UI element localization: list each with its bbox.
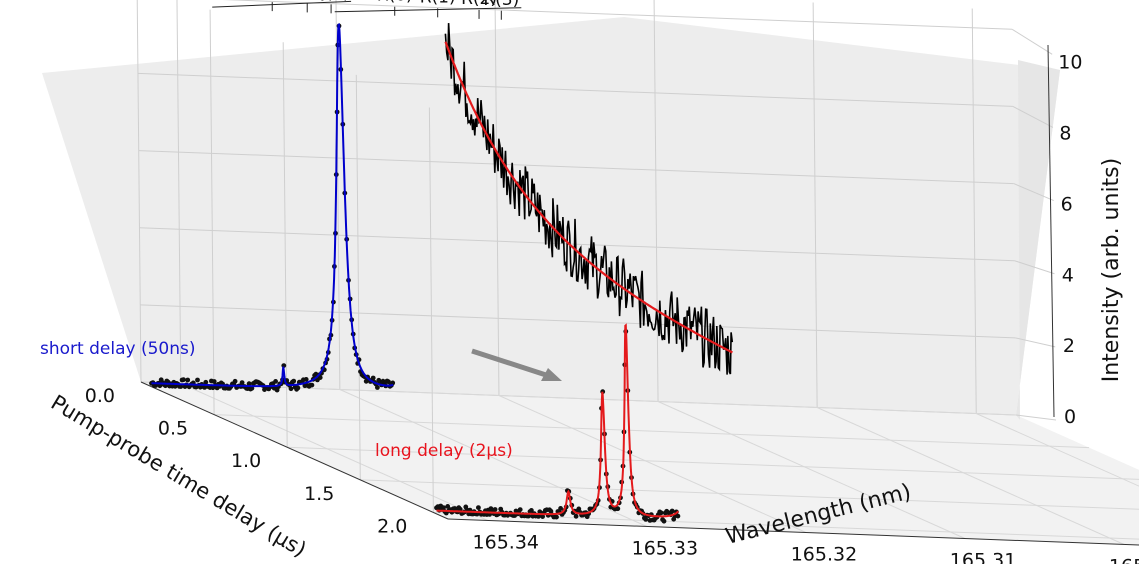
z-tick-label: 4 bbox=[1062, 264, 1074, 286]
data-point bbox=[185, 378, 190, 383]
data-point bbox=[291, 379, 296, 384]
x-tick-label: 165.34 bbox=[473, 532, 539, 554]
y-tick-label: 1.5 bbox=[304, 483, 334, 505]
z-tick-label: 6 bbox=[1061, 193, 1073, 215]
line-marker-label: R(0) bbox=[377, 0, 413, 6]
x-tick-label: 165.33 bbox=[632, 538, 698, 560]
line-marker-label: Q(1) bbox=[312, 0, 349, 3]
grid-line-z-side bbox=[1012, 29, 1052, 54]
x-tick-label: 165.32 bbox=[791, 544, 857, 564]
data-point bbox=[554, 515, 559, 520]
y-tick-label: 1.0 bbox=[231, 450, 261, 472]
data-point bbox=[574, 514, 579, 519]
data-point bbox=[233, 379, 238, 384]
z-tick-label: 2 bbox=[1063, 335, 1075, 357]
data-point bbox=[558, 506, 563, 511]
data-point bbox=[310, 383, 315, 388]
y-tick-label: 2.0 bbox=[377, 515, 407, 537]
data-point bbox=[195, 378, 200, 383]
data-point bbox=[476, 505, 481, 510]
data-point bbox=[375, 385, 380, 390]
data-point bbox=[659, 510, 664, 515]
z-axis-label: Intensity (arb. units) bbox=[1099, 158, 1124, 382]
y-tick-label: 0.5 bbox=[158, 418, 188, 440]
line-marker-label: Q(3) bbox=[253, 0, 290, 1]
data-point bbox=[493, 507, 498, 512]
y-tick-label: 0.0 bbox=[85, 385, 115, 407]
data-point bbox=[662, 519, 667, 524]
data-point bbox=[371, 376, 376, 381]
line-marker-labels: Q(3)Q(2)Q(1) R(0) R(1) R(2)R(3) bbox=[212, 0, 521, 20]
annotation-long-delay: long delay (2μs) bbox=[375, 441, 513, 461]
data-point bbox=[289, 386, 294, 391]
data-point bbox=[676, 514, 681, 519]
data-point bbox=[518, 507, 523, 512]
data-point bbox=[181, 377, 186, 382]
line-marker-label: R(1) bbox=[420, 0, 456, 7]
z-tick-label: 10 bbox=[1058, 52, 1082, 74]
z-tick-label: 0 bbox=[1064, 406, 1076, 428]
x-tick-label: 165.30 bbox=[1109, 556, 1139, 564]
annotation-short-delay: short delay (50ns) bbox=[40, 339, 195, 359]
data-point bbox=[273, 379, 278, 384]
data-point bbox=[296, 386, 301, 391]
axis-panes bbox=[42, 17, 1139, 552]
x-tick-label: 165.31 bbox=[950, 550, 1016, 564]
data-point bbox=[304, 377, 309, 382]
line-marker-label: R(3) bbox=[483, 0, 519, 10]
z-tick-label: 8 bbox=[1059, 123, 1071, 145]
data-point bbox=[670, 509, 675, 514]
